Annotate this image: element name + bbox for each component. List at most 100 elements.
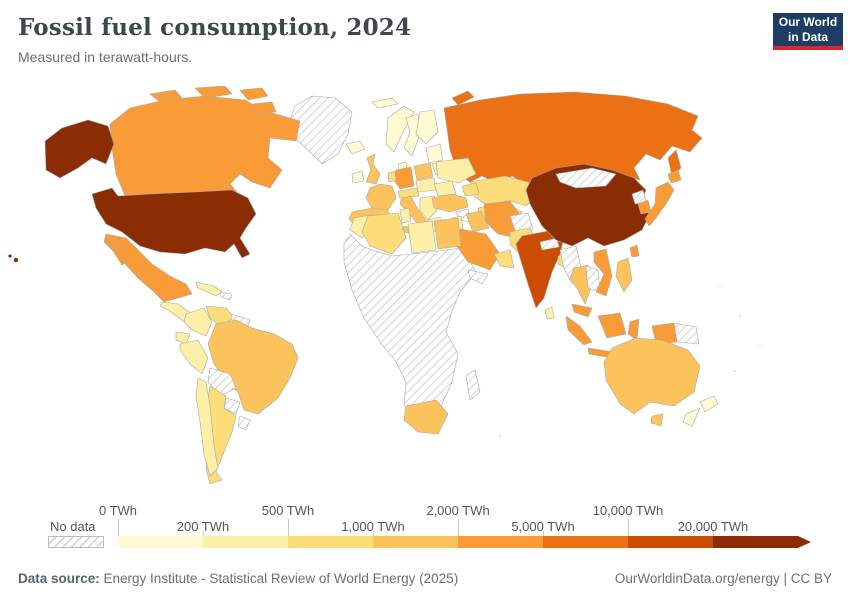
country-hawaii[interactable] (8, 254, 12, 258)
legend-tick (203, 531, 204, 536)
legend-bin[interactable] (543, 536, 628, 548)
legend-bin[interactable] (118, 536, 203, 548)
region-czech-hungary[interactable] (415, 177, 437, 193)
data-source-label: Data source: (18, 571, 100, 586)
country-indonesia-sumatra[interactable] (565, 315, 593, 346)
country-united-kingdom[interactable] (365, 153, 381, 185)
legend-tick-label: 0 TWh (98, 503, 138, 518)
legend-tick-label: 500 TWh (261, 503, 315, 518)
country-philippines[interactable] (615, 257, 633, 293)
owid-logo-line1: Our World (778, 15, 838, 30)
country-hawaii[interactable] (13, 257, 19, 263)
country-brazil[interactable] (207, 319, 299, 415)
country-united-states[interactable] (91, 187, 257, 259)
country-malaysia[interactable] (571, 303, 593, 318)
legend-tick (628, 519, 629, 536)
legend-tick (713, 531, 714, 536)
country-vietnam[interactable] (593, 248, 613, 297)
country-yemen[interactable] (467, 269, 489, 285)
region-baltics[interactable] (425, 143, 444, 164)
small-island (759, 345, 761, 347)
region-uae-oman[interactable] (493, 249, 515, 269)
small-island (734, 370, 736, 372)
country-svalbard[interactable] (371, 97, 399, 109)
country-australia[interactable] (603, 337, 701, 415)
region-switzerland-austria[interactable] (397, 187, 420, 199)
legend-scale: 0 TWh 200 TWh 500 TWh 1,000 TWh 2,000 TWh 5,0… (99, 503, 818, 555)
country-libya[interactable] (407, 220, 437, 254)
country-mongolia[interactable] (555, 167, 617, 189)
country-france[interactable] (365, 183, 397, 213)
legend-tick (118, 519, 119, 536)
legend-tick-label: 10,000 TWh (592, 503, 664, 518)
country-colombia[interactable] (183, 307, 213, 337)
country-indonesia-borneo[interactable] (597, 312, 627, 339)
region-benelux[interactable] (387, 170, 397, 183)
country-kazakhstan[interactable] (469, 175, 539, 209)
country-algeria[interactable] (361, 212, 407, 255)
page-title: Fossil fuel consumption, 2024 (18, 14, 412, 41)
legend-arrow (798, 536, 811, 548)
country-sri-lanka[interactable] (544, 306, 555, 320)
country-thailand[interactable] (569, 264, 592, 305)
country-novaya-zemlya[interactable] (451, 90, 475, 106)
country-ukraine[interactable] (435, 157, 477, 184)
country-japan-hokkaido[interactable] (667, 169, 682, 184)
country-finland[interactable] (415, 109, 439, 145)
legend-bin[interactable] (628, 536, 713, 548)
owid-logo-line2: in Data (787, 29, 828, 44)
country-romania[interactable] (433, 180, 457, 197)
country-indonesia-sulawesi[interactable] (627, 318, 640, 341)
no-data-swatch[interactable] (48, 536, 104, 548)
legend-bin[interactable] (373, 536, 458, 548)
region-sub-saharan-africa[interactable] (343, 233, 477, 423)
legend-tick-label: 1,000 TWh (341, 519, 405, 534)
legend-tick (458, 519, 459, 536)
small-island (719, 285, 721, 287)
country-nepal[interactable] (539, 237, 560, 251)
data-source[interactable]: Data source: Energy Institute - Statisti… (18, 571, 458, 586)
country-chile[interactable] (195, 377, 219, 477)
country-greenland[interactable] (286, 95, 353, 165)
country-turkey[interactable] (431, 193, 469, 213)
country-egypt[interactable] (433, 217, 462, 250)
country-iceland[interactable] (345, 140, 366, 155)
legend-tick-label: 200 TWh (176, 519, 230, 534)
country-tasmania[interactable] (650, 413, 664, 427)
attribution-link[interactable]: OurWorldinData.org/energy | CC BY (614, 571, 832, 586)
owid-logo[interactable]: Our World in Data (773, 13, 843, 50)
country-canadian-arctic[interactable] (149, 86, 277, 115)
page-subtitle: Measured in terawatt-hours. (18, 49, 193, 65)
country-poland[interactable] (413, 162, 434, 181)
country-afghanistan[interactable] (509, 212, 534, 234)
country-new-zealand-north[interactable] (699, 395, 719, 413)
country-germany[interactable] (393, 166, 415, 190)
country-sweden[interactable] (403, 113, 421, 157)
country-tunisia[interactable] (399, 207, 412, 224)
country-alaska[interactable] (44, 119, 115, 179)
country-madagascar[interactable] (465, 369, 481, 401)
country-papua-new-guinea[interactable] (673, 322, 700, 345)
country-cuba[interactable] (195, 281, 223, 297)
chart-footer: Data source: Energy Institute - Statisti… (18, 571, 832, 586)
country-south-africa[interactable] (403, 399, 449, 435)
region-caribbean[interactable] (219, 291, 233, 301)
region-caucasus[interactable] (461, 182, 480, 197)
country-baja-california[interactable] (107, 237, 129, 266)
legend-bin[interactable] (203, 536, 288, 548)
legend-bin[interactable] (713, 536, 798, 548)
legend-tick (373, 531, 374, 536)
country-japan[interactable] (644, 181, 675, 227)
country-new-zealand-south[interactable] (682, 407, 701, 427)
country-sakhalin[interactable] (667, 149, 682, 177)
country-uruguay[interactable] (237, 415, 251, 431)
country-china[interactable] (525, 163, 651, 247)
legend-bin[interactable] (458, 536, 543, 548)
country-iraq[interactable] (465, 210, 490, 233)
small-island (739, 315, 741, 317)
legend-bin[interactable] (288, 536, 373, 548)
country-peru[interactable] (179, 339, 209, 375)
country-ireland[interactable] (351, 170, 365, 184)
country-taiwan[interactable] (629, 244, 640, 258)
